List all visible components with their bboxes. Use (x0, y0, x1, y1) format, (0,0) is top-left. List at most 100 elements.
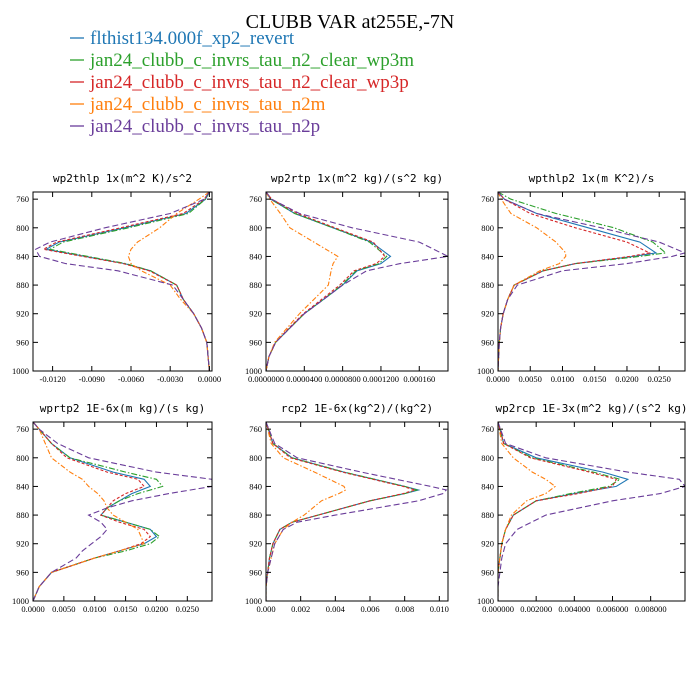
y-tick-label: 840 (481, 251, 494, 261)
y-tick-label: 880 (481, 280, 494, 290)
series-group (34, 192, 210, 371)
x-tick-label: -0.0090 (79, 374, 105, 384)
y-tick-label: 760 (249, 424, 262, 434)
x-tick-label: 0.008000 (635, 604, 667, 614)
y-tick-label: 920 (249, 309, 262, 319)
panel-1: wp2thlp 1x(m^2 K)/s^2 760 800 840 880 920 960 1… (12, 172, 221, 384)
y-tick-label: 920 (481, 309, 494, 319)
y-tick-label: 1000 (245, 596, 262, 606)
y-tick-label: 800 (481, 223, 494, 233)
y-tick-label: 800 (249, 223, 262, 233)
series-line-5 (266, 192, 448, 371)
y-tick-label: 880 (249, 280, 262, 290)
series-line-4 (266, 192, 339, 371)
panel-6: wp2rcp 1E-3x(m^2 kg)/(s^2 kg)760 800 840 88… (477, 402, 688, 614)
x-tick-label: 0.0150 (114, 604, 137, 614)
legend-label-3: jan24_clubb_c_invrs_tau_n2_clear_wp3p (89, 72, 409, 93)
series-group (498, 192, 685, 371)
x-tick-label: 0.0000000 (248, 374, 284, 384)
x-tick-label: 0.0000400 (286, 374, 322, 384)
series-line-5 (266, 422, 448, 601)
series-line-3 (266, 422, 418, 601)
legend-label-2: jan24_clubb_c_invrs_tau_n2_clear_wp3m (89, 50, 414, 71)
series-group (498, 422, 685, 601)
x-tick-label: 0.004000 (558, 604, 590, 614)
panel-2: wp2rtp 1x(m^2 kg)/(s^2 kg) 760 800 840 880 92… (245, 172, 449, 384)
y-tick-label: 880 (481, 510, 494, 520)
panel-4: wprtp2 1E-6x(m kg)/(s kg) 760 800 840 880 920… (12, 402, 213, 614)
y-tick-label: 840 (16, 481, 29, 491)
x-tick-label: 0.000000 (482, 604, 514, 614)
series-line-5 (498, 422, 685, 601)
x-tick-label: 0.0050 (52, 604, 75, 614)
legend-label-4: jan24_clubb_c_invrs_tau_n2m (89, 94, 326, 115)
y-tick-label: 760 (481, 194, 494, 204)
series-line-5 (34, 192, 210, 371)
x-tick-label: 0.0000800 (325, 374, 361, 384)
x-tick-label: 0.0100 (551, 374, 574, 384)
y-tick-label: 760 (16, 194, 29, 204)
plot-frame (32, 191, 213, 372)
series-line-4 (498, 422, 557, 601)
x-tick-label: 0.0250 (176, 604, 199, 614)
series-line-4 (33, 422, 145, 601)
plot-frame (497, 191, 686, 372)
plot-frame (265, 191, 449, 372)
y-tick-label: 1000 (12, 596, 29, 606)
y-tick-label: 920 (481, 539, 494, 549)
panel-title: wprtp2 1E-6x(m kg)/(s kg) (40, 402, 206, 415)
x-tick-label: 0.010 (430, 604, 449, 614)
plot-frame (265, 421, 449, 602)
y-tick-label: 960 (16, 337, 29, 347)
y-tick-label: 840 (481, 481, 494, 491)
panel-title: wp2rtp 1x(m^2 kg)/(s^2 kg) (271, 172, 443, 185)
series-line-4 (498, 192, 567, 371)
y-tick-label: 880 (16, 280, 29, 290)
x-tick-label: 0.0001200 (363, 374, 399, 384)
x-tick-label: 0.0100 (83, 604, 106, 614)
panel-title: wp2thlp 1x(m^2 K)/s^2 (53, 172, 192, 185)
y-tick-label: 1000 (12, 366, 29, 376)
x-tick-label: 0.0000 (21, 604, 44, 614)
x-tick-label: 0.000 (256, 604, 275, 614)
series-group (33, 422, 212, 601)
y-tick-label: 960 (481, 337, 494, 347)
x-tick-label: 0.0050 (519, 374, 542, 384)
x-tick-label: 0.006000 (597, 604, 629, 614)
panels: wp2thlp 1x(m^2 K)/s^2 760 800 840 880 920 960 1… (12, 172, 688, 614)
panel-5: rcp2 1E-6x(kg^2)/(kg^2) 760 800 840 880 920 96… (245, 402, 449, 614)
series-line-5 (33, 422, 212, 601)
x-tick-label: 0.0200 (145, 604, 168, 614)
y-tick-label: 800 (16, 223, 29, 233)
y-tick-label: 920 (249, 539, 262, 549)
x-tick-label: 0.002 (291, 604, 310, 614)
panel-title: wpthlp2 1x(m K^2)/s (529, 172, 655, 185)
series-line-2 (266, 192, 388, 371)
x-tick-label: -0.0120 (39, 374, 65, 384)
x-tick-label: -0.0030 (157, 374, 183, 384)
y-tick-label: 800 (249, 453, 262, 463)
series-line-3 (498, 422, 618, 601)
x-tick-label: 0.004 (326, 604, 346, 614)
x-tick-label: -0.0060 (118, 374, 144, 384)
panel-title: rcp2 1E-6x(kg^2)/(kg^2) (281, 402, 433, 415)
y-tick-label: 960 (16, 567, 29, 577)
legend-label-1: flthist134.000f_xp2_revert (90, 28, 295, 49)
plot-frame (32, 421, 213, 602)
x-tick-label: 0.008 (395, 604, 414, 614)
x-tick-label: 0.0250 (648, 374, 671, 384)
legend-label-5: jan24_clubb_c_invrs_tau_n2p (89, 116, 320, 137)
y-tick-label: 840 (249, 481, 262, 491)
y-tick-label: 760 (249, 194, 262, 204)
plot-frame (497, 421, 686, 602)
y-tick-label: 920 (16, 539, 29, 549)
x-tick-label: 0.0000 (486, 374, 509, 384)
series-group (266, 192, 448, 371)
x-tick-label: 0.0000 (198, 374, 221, 384)
y-tick-label: 920 (16, 309, 29, 319)
figure-title: CLUBB VAR at255E,-7N (246, 11, 455, 33)
y-tick-label: 960 (249, 337, 262, 347)
y-tick-label: 840 (249, 251, 262, 261)
